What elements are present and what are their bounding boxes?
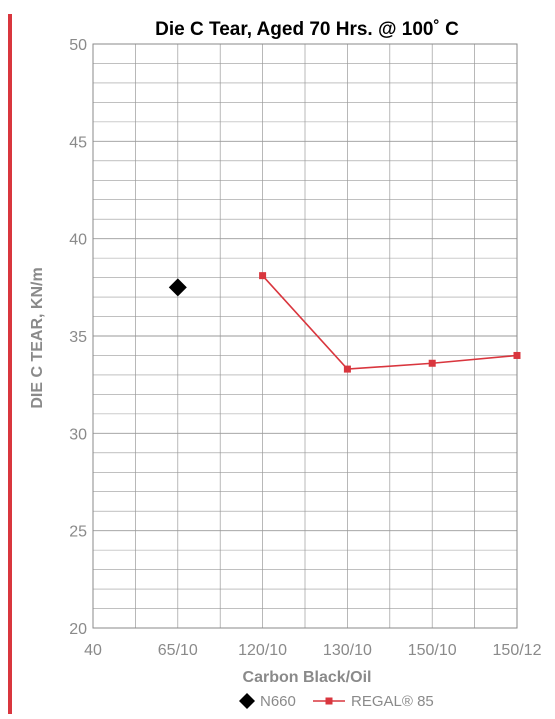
chart-title: Die C Tear, Aged 70 Hrs. @ 100˚ C	[155, 19, 459, 40]
y-axis-label: DIE C TEAR, KN/m	[29, 267, 46, 408]
series-regal-85	[259, 272, 521, 373]
data-point	[513, 351, 521, 359]
data-point	[168, 278, 187, 297]
legend-label: REGAL® 85	[351, 693, 434, 710]
y-tick-label: 35	[69, 329, 87, 346]
legend-label: N660	[260, 693, 296, 710]
y-tick-label: 25	[69, 524, 87, 541]
y-tick-label: 20	[69, 621, 87, 638]
x-tick-label: 150/10	[408, 642, 457, 659]
legend-marker	[239, 693, 255, 709]
data-point	[428, 359, 436, 367]
data-point	[343, 365, 351, 373]
y-tick-label: 30	[69, 426, 87, 443]
legend: N660 REGAL® 85	[239, 693, 434, 710]
series-n660	[168, 278, 187, 297]
y-tick-label: 45	[69, 134, 87, 151]
x-tick-label: 65/10	[158, 642, 198, 659]
x-tick-label: 130/10	[323, 642, 372, 659]
x-tick-label: 150/12	[493, 642, 542, 659]
plot-border	[92, 43, 518, 629]
y-tick-label: 50	[69, 37, 87, 54]
data-point	[259, 272, 267, 280]
x-tick-label: 40	[84, 642, 102, 659]
axes: 20 25 30 35 40 45 50 40 65/10 120/10 130/10 150/10 1…	[69, 37, 541, 659]
series-line	[262, 275, 518, 370]
left-accent-bar	[8, 14, 12, 714]
legend-marker	[325, 697, 333, 705]
series	[168, 272, 521, 373]
y-tick-label: 40	[69, 232, 87, 249]
x-tick-label: 120/10	[238, 642, 287, 659]
x-axis-label: Carbon Black/Oil	[243, 669, 372, 686]
grid	[92, 43, 518, 629]
